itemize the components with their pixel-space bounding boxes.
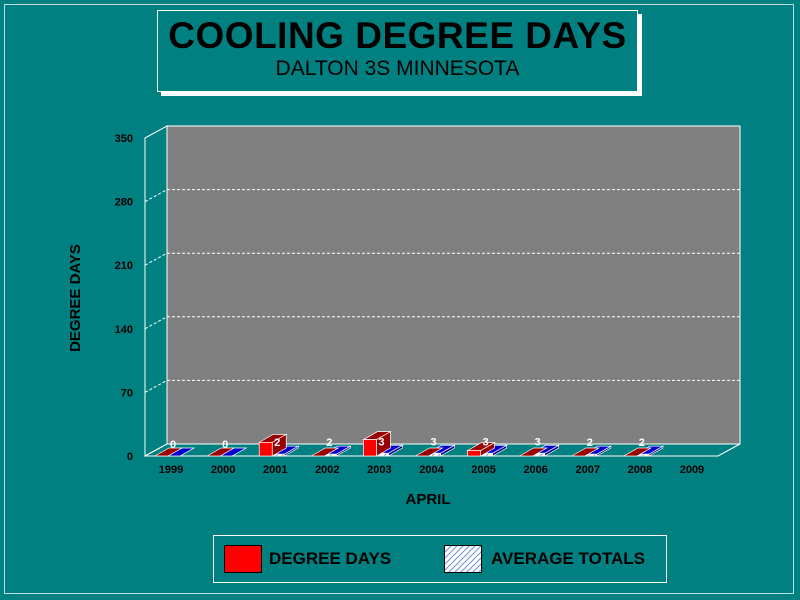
legend-swatch-degree-days (224, 545, 262, 573)
y-tick-label: 140 (115, 324, 133, 336)
data-label: 0 (222, 439, 228, 451)
legend-label-average-totals: AVERAGE TOTALS (491, 549, 645, 568)
bar-degree-days-top (414, 447, 444, 457)
plot-back-wall (166, 125, 741, 445)
gridline-side (144, 189, 168, 203)
plot-left-wall (144, 125, 168, 457)
data-label: 2 (274, 437, 280, 449)
bar-degree-days-top (153, 447, 184, 457)
legend: DEGREE DAYS AVERAGE TOTALS (213, 535, 667, 583)
data-label: 3 (535, 436, 541, 448)
data-label: 2 (639, 437, 645, 449)
x-tick-label: 2002 (315, 464, 339, 476)
bar-degree-days (258, 442, 273, 457)
data-label: 3 (430, 436, 436, 448)
data-label: 2 (326, 437, 332, 449)
legend-label-degree-days: DEGREE DAYS (269, 549, 392, 568)
x-tick-label: 2003 (367, 464, 391, 476)
bar-degree-days-top (518, 447, 548, 457)
bar-degree-days-top (622, 447, 653, 457)
x-tick-label: 2006 (523, 464, 547, 476)
chart-frame (4, 4, 794, 594)
x-tick-label: 2004 (419, 464, 444, 476)
y-tick-label: 0 (127, 451, 133, 463)
title-box: COOLING DEGREE DAYS DALTON 3S MINNESOTA (157, 10, 638, 92)
x-tick-label: 2007 (576, 464, 600, 476)
y-tick-label: 350 (115, 133, 133, 145)
bar-degree-days-top (310, 447, 340, 457)
x-tick-label: 2000 (211, 464, 235, 476)
data-label: 3 (378, 436, 384, 448)
gridline-side (144, 252, 168, 266)
y-tick-label: 280 (115, 197, 133, 209)
x-tick-label: 1999 (159, 464, 183, 476)
y-tick-label: 210 (115, 260, 133, 272)
bar-degree-days (363, 439, 377, 457)
x-tick-label: 2009 (680, 464, 704, 476)
x-tick-label: 2008 (628, 464, 652, 476)
x-axis-label: APRIL (406, 491, 451, 508)
bar-degree-days (467, 450, 481, 457)
chart-title: COOLING DEGREE DAYS (168, 15, 627, 56)
data-label: 0 (170, 439, 176, 451)
y-tick-label: 70 (121, 387, 133, 399)
gridline-side (144, 379, 168, 393)
chart-subtitle: DALTON 3S MINNESOTA (275, 57, 520, 80)
x-tick-label: 2001 (263, 464, 287, 476)
data-label: 3 (483, 436, 489, 448)
x-tick-label: 2005 (471, 464, 495, 476)
legend-swatch-average-totals (444, 545, 482, 573)
bar-degree-days-top (205, 447, 236, 457)
data-label: 2 (587, 437, 593, 449)
gridline-side (144, 316, 168, 330)
bar-degree-days-top (570, 447, 601, 457)
y-axis-label: DEGREE DAYS (67, 244, 84, 352)
